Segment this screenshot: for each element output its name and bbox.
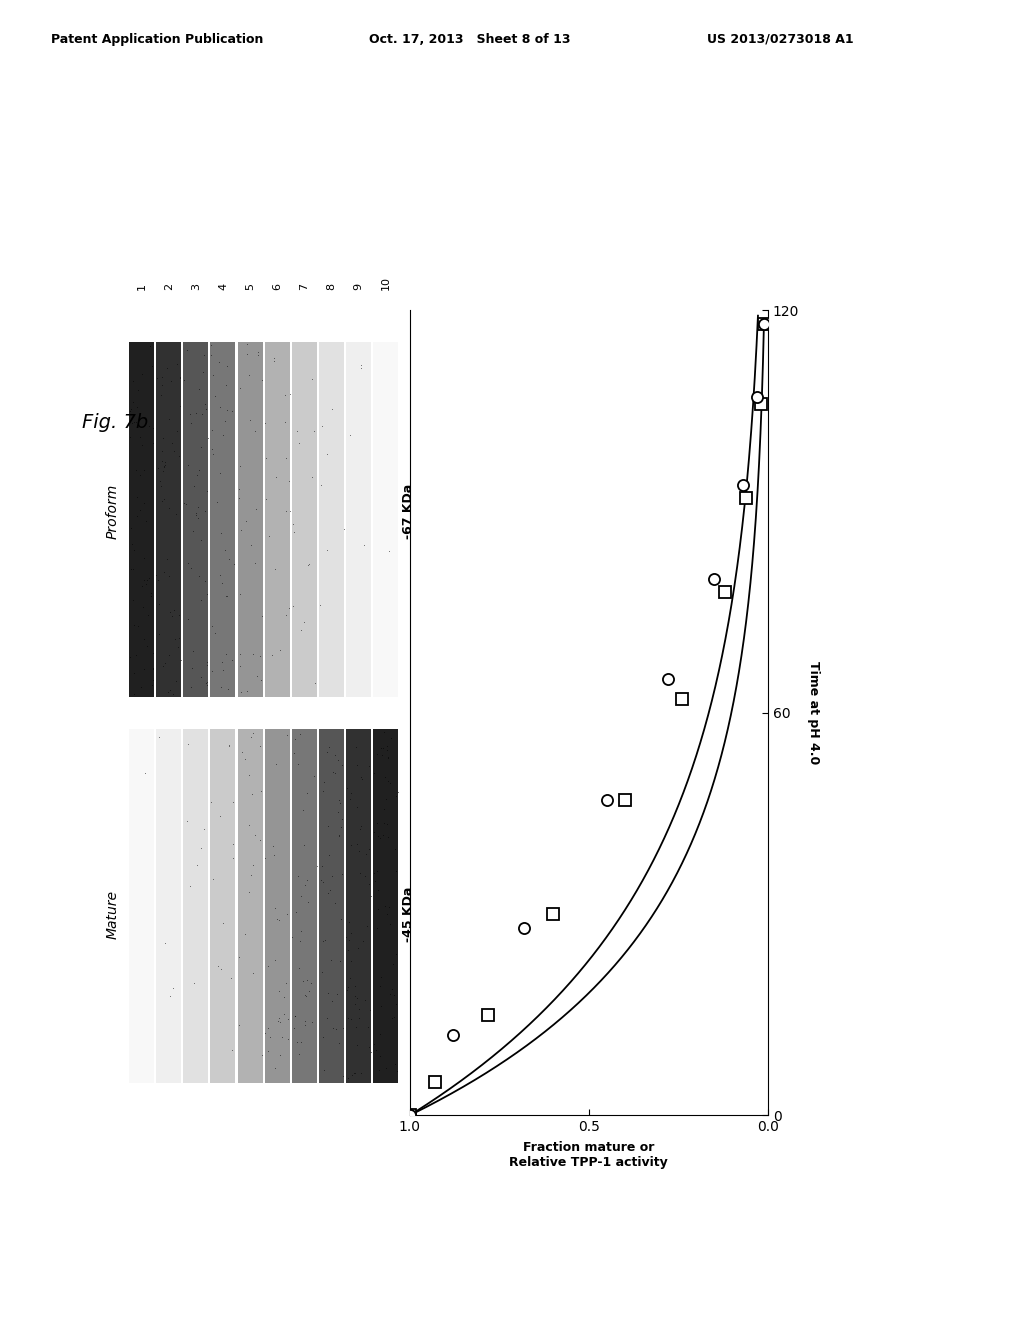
Bar xyxy=(211,729,236,1084)
Text: -45 KDa: -45 KDa xyxy=(402,887,415,941)
Text: 5: 5 xyxy=(245,282,255,290)
Bar xyxy=(129,342,154,697)
Bar xyxy=(374,342,398,697)
Bar xyxy=(211,342,236,697)
Bar xyxy=(183,342,208,697)
Bar xyxy=(374,729,398,1084)
Bar xyxy=(157,342,181,697)
Bar xyxy=(319,342,344,697)
Bar xyxy=(292,342,316,697)
Text: Patent Application Publication: Patent Application Publication xyxy=(51,33,263,46)
Bar xyxy=(238,342,262,697)
Text: 8: 8 xyxy=(327,282,337,290)
Text: 6: 6 xyxy=(272,282,283,290)
Bar xyxy=(157,729,181,1084)
Text: US 2013/0273018 A1: US 2013/0273018 A1 xyxy=(707,33,853,46)
Text: Mature: Mature xyxy=(105,890,120,939)
X-axis label: Fraction mature or
Relative TPP-1 activity: Fraction mature or Relative TPP-1 activi… xyxy=(509,1142,669,1170)
Bar xyxy=(129,729,154,1084)
Bar xyxy=(346,342,371,697)
Text: 9: 9 xyxy=(353,282,364,290)
Text: 4: 4 xyxy=(218,282,228,290)
Text: 10: 10 xyxy=(381,276,391,290)
Bar xyxy=(319,729,344,1084)
Text: -67 KDa: -67 KDa xyxy=(402,484,415,539)
Text: Proform: Proform xyxy=(105,484,120,539)
Text: 2: 2 xyxy=(164,282,174,290)
Text: 3: 3 xyxy=(190,282,201,290)
Y-axis label: Time at pH 4.0: Time at pH 4.0 xyxy=(807,661,820,764)
Text: 7: 7 xyxy=(299,282,309,290)
Bar xyxy=(292,729,316,1084)
Text: Oct. 17, 2013   Sheet 8 of 13: Oct. 17, 2013 Sheet 8 of 13 xyxy=(369,33,570,46)
Text: Fig. 7b: Fig. 7b xyxy=(82,413,148,432)
Bar xyxy=(265,342,290,697)
Bar xyxy=(183,729,208,1084)
Bar xyxy=(346,729,371,1084)
Bar xyxy=(265,729,290,1084)
Text: 1: 1 xyxy=(136,282,146,290)
Bar xyxy=(238,729,262,1084)
